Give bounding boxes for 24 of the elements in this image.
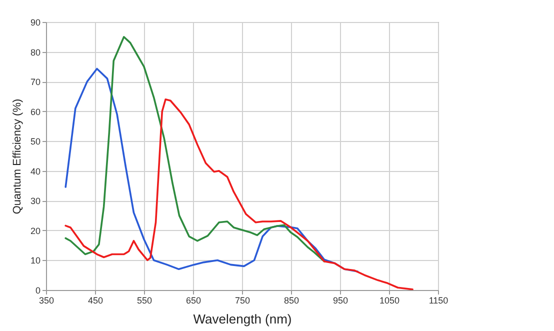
y-tick-label: 10 [30,256,40,266]
y-tick-label: 90 [30,18,40,28]
y-tick-label: 0 [35,286,40,296]
x-tick-label: 750 [234,296,250,306]
line-series [64,98,414,290]
y-tick-label: 60 [30,106,40,117]
x-axis-title: Wavelength (nm) [193,312,292,326]
x-tick-label: 350 [38,296,54,306]
line-series [64,68,359,272]
y-tick-label: 40 [30,166,40,176]
line-series [64,36,326,262]
y-tick-label: 50 [30,136,40,147]
x-tick-label: 550 [136,296,152,306]
x-tick-label: 1150 [428,296,448,306]
x-tick-label: 950 [332,296,348,306]
y-tick-label: 80 [30,47,40,58]
x-tick-label: 850 [284,296,300,306]
x-tick-label: 1050 [379,296,400,306]
y-tick-label: 20 [30,226,40,236]
y-tick-label: 30 [30,196,40,206]
y-tick-label: 70 [30,77,40,88]
x-tick-label: 450 [88,296,104,306]
y-axis-title: Quantum Efficiency (%) [11,98,24,214]
x-tick-label: 650 [186,296,202,306]
